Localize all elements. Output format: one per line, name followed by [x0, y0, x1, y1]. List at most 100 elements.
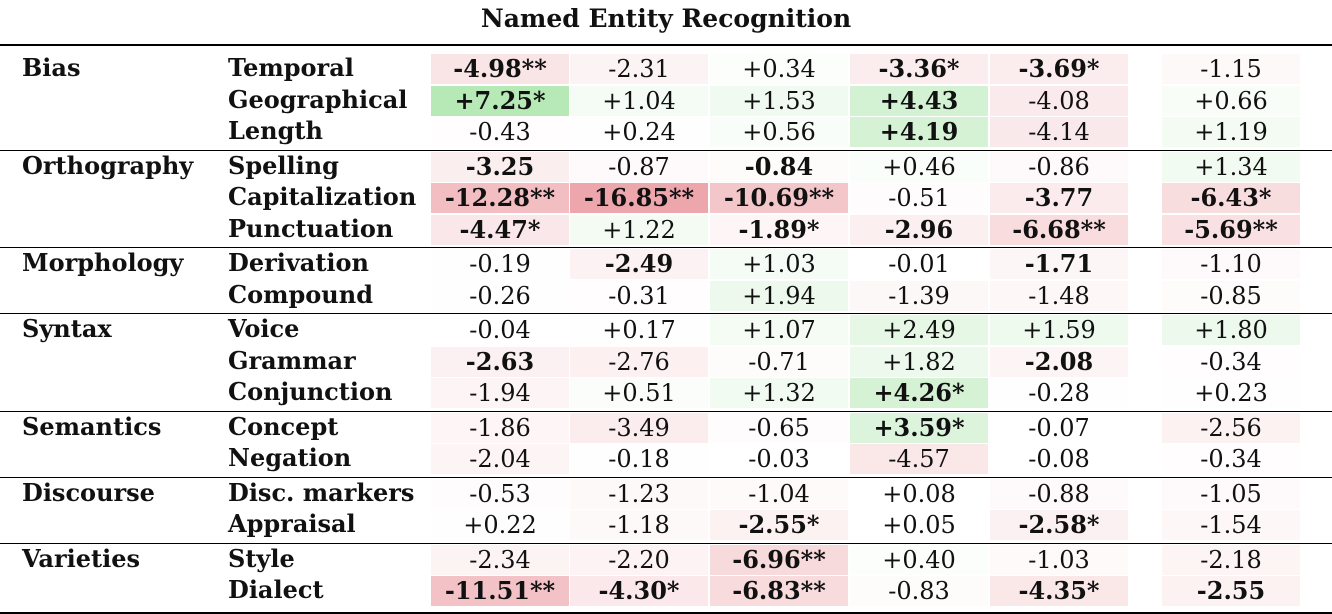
table-cell: -0.65 — [710, 412, 848, 443]
table-cell: +1.04 — [570, 85, 708, 116]
table-cell: -1.39 — [850, 280, 988, 311]
table-cell: -0.28 — [990, 378, 1128, 408]
top-rule — [0, 44, 1332, 46]
table-cell: +0.17 — [570, 315, 708, 345]
table-cell: -2.34 — [431, 544, 569, 575]
table-cell: -6.68** — [990, 214, 1128, 245]
table-cell: -6.83** — [710, 576, 848, 606]
category-label: Semantics — [22, 411, 162, 441]
category-label: Discourse — [22, 477, 155, 507]
row-label: Geographical — [228, 84, 408, 114]
table-cell: -2.55 — [1162, 576, 1300, 606]
table-cell: +1.22 — [570, 214, 708, 245]
group-divider — [0, 149, 1332, 151]
table-cell: -0.34 — [1162, 444, 1300, 474]
table-cell: +1.53 — [710, 85, 848, 116]
table-cell: -1.23 — [570, 478, 708, 509]
group-divider — [0, 313, 1332, 314]
table-cell: -16.85** — [570, 183, 708, 213]
table-cell: -4.30* — [570, 576, 708, 606]
table-cell: -1.03 — [990, 544, 1128, 575]
table-cell: -3.77 — [990, 183, 1128, 213]
table-cell: +7.25* — [431, 85, 569, 116]
table-cell: +3.59* — [850, 412, 988, 443]
table-cell: -1.15 — [1162, 54, 1300, 84]
table-cell: +1.59 — [990, 315, 1128, 345]
table-cell: -1.10 — [1162, 249, 1300, 279]
table-title: Named Entity Recognition — [480, 4, 852, 33]
row-label: Grammar — [228, 345, 356, 375]
table-cell: -2.04 — [431, 444, 569, 474]
table-cell: +1.34 — [1162, 151, 1300, 182]
table-cell: -2.20 — [570, 544, 708, 575]
table-cell: -1.48 — [990, 280, 1128, 311]
table-cell: -0.43 — [431, 117, 569, 147]
table-cell: +0.34 — [710, 54, 848, 84]
row-label: Spelling — [228, 150, 339, 180]
table-cell: +0.40 — [850, 544, 988, 575]
table-cell: -0.53 — [431, 478, 569, 509]
table-cell: +0.22 — [431, 510, 569, 540]
table-cell: -0.88 — [990, 478, 1128, 509]
table-cell: -0.87 — [570, 151, 708, 182]
row-label: Capitalization — [228, 182, 417, 211]
table-cell: -2.18 — [1162, 544, 1300, 575]
row-label: Derivation — [228, 248, 369, 277]
row-label: Punctuation — [228, 213, 394, 243]
table-cell: +4.43 — [850, 85, 988, 116]
table-cell: -0.04 — [431, 315, 569, 345]
table-cell: -2.58* — [990, 510, 1128, 540]
table-cell: -1.04 — [710, 478, 848, 509]
table-cell: -1.71 — [990, 249, 1128, 279]
table-cell: +1.03 — [710, 249, 848, 279]
table-cell: -2.76 — [570, 346, 708, 377]
table-cell: -0.71 — [710, 346, 848, 377]
table-cell: -2.96 — [850, 214, 988, 245]
table-cell: -0.08 — [990, 444, 1128, 474]
table-cell: -0.34 — [1162, 346, 1300, 377]
table-cell: -1.05 — [1162, 478, 1300, 509]
table-cell: -0.86 — [990, 151, 1128, 182]
table-cell: +1.94 — [710, 280, 848, 311]
table-cell: -12.28** — [431, 183, 569, 213]
row-label: Concept — [228, 411, 339, 441]
table-cell: +1.32 — [710, 378, 848, 408]
table-cell: -3.69* — [990, 54, 1128, 84]
table-cell: -0.83 — [850, 576, 988, 606]
table-cell: -10.69** — [710, 183, 848, 213]
table-cell: -3.25 — [431, 151, 569, 182]
row-label: Compound — [228, 279, 373, 309]
table-cell: +0.51 — [570, 378, 708, 408]
table-cell: +2.49 — [850, 315, 988, 345]
table-cell: -2.56 — [1162, 412, 1300, 443]
table-cell: -0.31 — [570, 280, 708, 311]
row-label: Conjunction — [228, 377, 393, 406]
table-cell: +0.46 — [850, 151, 988, 182]
table-cell: -3.36* — [850, 54, 988, 84]
group-divider — [0, 542, 1332, 544]
table-cell: -1.86 — [431, 412, 569, 443]
table-cell: -3.49 — [570, 412, 708, 443]
category-label: Morphology — [22, 248, 184, 277]
table-cell: -4.57 — [850, 444, 988, 474]
table-cell: -2.55* — [710, 510, 848, 540]
table-cell: +1.07 — [710, 315, 848, 345]
table-cell: -2.08 — [990, 346, 1128, 377]
table-cell: +0.56 — [710, 117, 848, 147]
table-cell: -0.85 — [1162, 280, 1300, 311]
table-cell: -4.98** — [431, 54, 569, 84]
table-cell: +1.82 — [850, 346, 988, 377]
table-cell: +0.23 — [1162, 378, 1300, 408]
category-label: Varieties — [22, 543, 140, 573]
table-cell: -6.96** — [710, 544, 848, 575]
table-cell: -0.84 — [710, 151, 848, 182]
group-divider — [0, 410, 1332, 412]
table-cell: -2.31 — [570, 54, 708, 84]
category-label: Syntax — [22, 314, 112, 343]
table-cell: -0.51 — [850, 183, 988, 213]
table-cell: +0.08 — [850, 478, 988, 509]
table-cell: -4.47* — [431, 214, 569, 245]
row-label: Voice — [228, 314, 300, 343]
table-cell: -4.08 — [990, 85, 1128, 116]
category-label: Bias — [22, 53, 81, 82]
